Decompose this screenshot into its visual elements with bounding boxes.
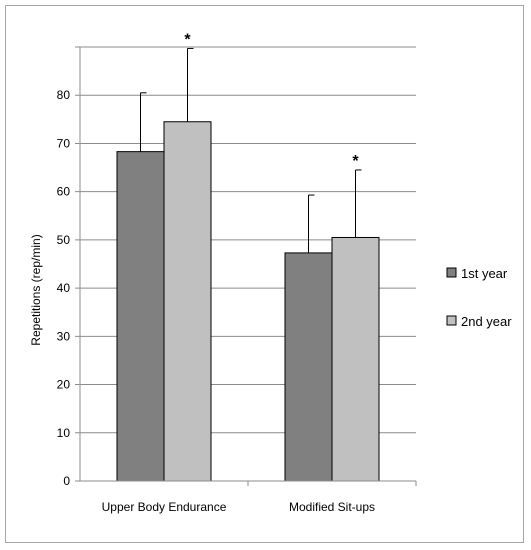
y-axis-label: Repetitions (rep/min) [29,234,43,345]
y-tick-label: 10 [57,426,71,440]
bar-1st-year-0 [116,151,165,482]
significance-markers: ** [184,31,359,170]
legend-label: 2nd year [461,314,512,329]
significance-asterisk: * [184,31,191,48]
error-bars [140,47,362,253]
y-axis-ticks: 0 10 20 30 40 50 60 70 80 [57,88,71,488]
x-category-label: Upper Body Endurance [102,500,227,514]
y-tick-label: 20 [57,378,71,392]
legend-label: 1st year [461,266,508,281]
bar-1st-year-1 [284,252,333,482]
bars [116,121,380,482]
axes [75,47,417,486]
legend-swatch [446,315,457,326]
legend: 1st year 2nd year [446,266,512,329]
bar-2nd-year-0 [163,121,212,482]
y-tick-label: 80 [57,88,71,102]
x-category-label: Modified Sit-ups [289,500,375,514]
significance-asterisk: * [352,153,359,170]
y-tick-label: 50 [57,233,71,247]
y-tick-label: 30 [57,329,71,343]
y-tick-label: 0 [63,474,70,488]
chart-frame [5,5,524,543]
y-tick-label: 70 [57,136,71,150]
bar-2nd-year-1 [331,236,380,482]
x-axis-categories: Upper Body Endurance Modified Sit-ups [102,500,375,514]
y-tick-label: 40 [57,281,71,295]
legend-swatch [446,267,457,278]
y-tick-label: 60 [57,185,71,199]
